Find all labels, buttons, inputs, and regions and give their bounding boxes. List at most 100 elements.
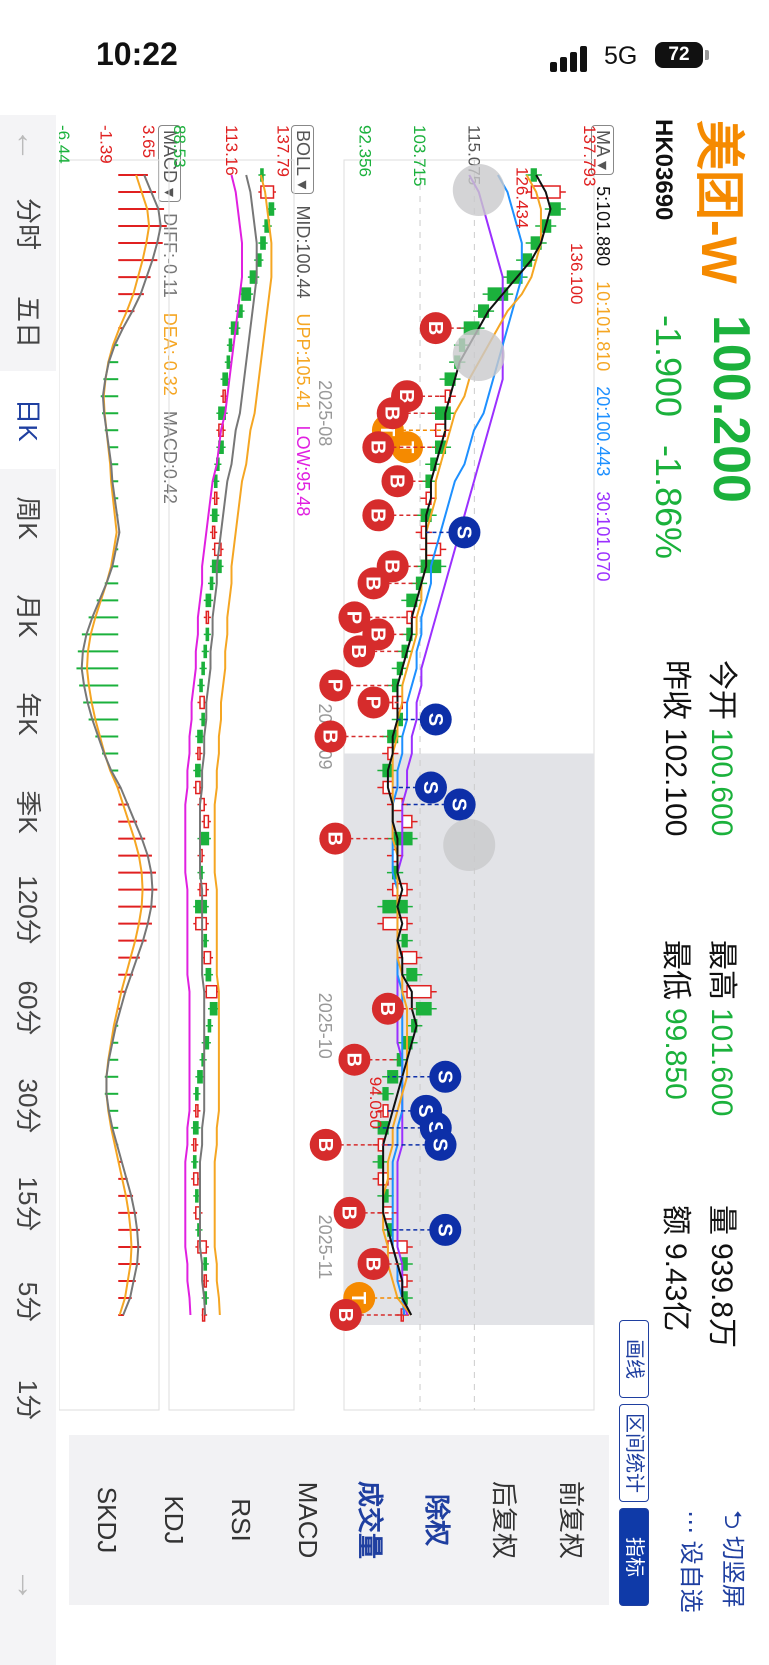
add-watchlist-button[interactable]: ⋯ 设自选 xyxy=(676,1510,711,1613)
signal-marker xyxy=(419,312,452,345)
period-tab-1[interactable]: 五日 xyxy=(13,295,43,348)
signal-marker xyxy=(343,635,376,668)
rotate-screen-button[interactable]: ⮌ 切竖屏 xyxy=(709,1510,753,1608)
boll-candle-body xyxy=(195,1189,199,1203)
price-candle-body xyxy=(549,202,561,216)
amount-label: 额 xyxy=(659,1205,692,1235)
price-candle-body xyxy=(382,1087,389,1101)
period-tab-11[interactable]: 5分 xyxy=(13,1281,43,1323)
status-time: 10:22 xyxy=(96,36,178,72)
signal-marker xyxy=(443,788,476,821)
period-tab-12[interactable]: 1分 xyxy=(13,1379,43,1421)
price-change-pct: -1.86% xyxy=(648,445,689,560)
price-ymax-label: 137.793 xyxy=(580,125,599,186)
boll-candle-body xyxy=(197,1070,203,1084)
period-tab-5[interactable]: 年K xyxy=(13,692,43,736)
boll-candle-body xyxy=(195,780,201,795)
indicators-button[interactable]: 指标 xyxy=(619,1508,649,1606)
period-tab-8[interactable]: 60分 xyxy=(13,980,43,1036)
signal-label: B xyxy=(323,831,345,845)
page-back-icon xyxy=(452,164,505,216)
signal-label: B xyxy=(381,559,403,573)
signal-icon xyxy=(550,46,587,72)
boll-candle-body xyxy=(205,984,218,999)
period-tab-0[interactable]: 分时 xyxy=(13,197,43,250)
menu-item-3[interactable]: 成交量 xyxy=(355,1480,385,1559)
price-candle-body xyxy=(425,542,442,557)
boll-candle-body xyxy=(205,627,210,642)
boll-candle-body xyxy=(205,593,212,608)
signal-label: B xyxy=(338,1206,360,1220)
signal-marker xyxy=(357,1247,390,1280)
price-candle-body xyxy=(382,916,408,931)
signal-label: B xyxy=(362,576,384,590)
high-annotation: 136.100 xyxy=(567,243,586,304)
signal-marker xyxy=(329,1299,362,1331)
more-icon: ⋯ xyxy=(677,1510,704,1534)
range-stats-button[interactable]: 区间统计 xyxy=(619,1404,649,1502)
period-tab-10[interactable]: 15分 xyxy=(13,1176,43,1232)
boll-candle-body xyxy=(199,695,205,710)
boll-candle-body xyxy=(199,678,203,693)
scroll-up-arrow[interactable]: ← xyxy=(9,128,47,162)
signal-label: S xyxy=(448,798,470,811)
price-candle-body xyxy=(406,967,418,982)
boll-candle-body xyxy=(203,933,208,948)
period-tab-3[interactable]: 周K xyxy=(13,496,43,540)
boll-candle-body xyxy=(205,610,210,625)
signal-marker xyxy=(319,669,352,702)
volume-stat: 量 939.8万 xyxy=(703,1205,747,1348)
menu-item-7[interactable]: SKDJ xyxy=(92,1486,122,1554)
boll-candle-body xyxy=(195,1087,199,1101)
boll-candle-body xyxy=(260,185,275,199)
boll-candle-body xyxy=(192,1155,197,1169)
boll-candle-body xyxy=(205,967,212,982)
menu-item-2[interactable]: 除权 xyxy=(422,1493,452,1546)
boll-ytick: 88.53 xyxy=(170,125,189,168)
period-tab-2[interactable]: 日K xyxy=(0,371,56,469)
boll-candle-body xyxy=(195,899,208,914)
open-label: 今开 xyxy=(705,660,738,720)
draw-line-button[interactable]: 画线 xyxy=(619,1320,649,1398)
signal-label: S xyxy=(429,1138,451,1151)
boll-candle-body xyxy=(209,576,214,591)
amount-value: 9.43亿 xyxy=(659,1243,692,1332)
period-tab-7[interactable]: 120分 xyxy=(13,875,43,945)
menu-item-6[interactable]: KDJ xyxy=(159,1495,189,1545)
period-tab-6[interactable]: 季K xyxy=(13,790,43,834)
price-candle-body xyxy=(401,950,418,965)
signal-marker xyxy=(381,465,414,498)
signal-marker xyxy=(424,1128,457,1161)
signal-label: B xyxy=(334,1308,356,1322)
period-tab-4[interactable]: 月K xyxy=(13,594,43,638)
menu-item-5[interactable]: RSI xyxy=(226,1498,256,1542)
signal-label: B xyxy=(347,644,369,658)
menu-item-0[interactable]: 前复权 xyxy=(556,1480,586,1559)
open-stat: 今开 100.600 xyxy=(703,660,747,836)
boll-candle-body xyxy=(207,1018,212,1033)
menu-item-4[interactable]: MACD xyxy=(293,1481,323,1559)
boll-candle-body xyxy=(203,814,210,829)
battery-icon: 72 xyxy=(655,42,703,68)
signal-label: B xyxy=(342,1053,364,1067)
signal-label: B xyxy=(366,508,388,522)
kline-chart[interactable]: 115.075103.71592.356137.7932025-082025-0… xyxy=(59,115,619,1425)
period-tab-9[interactable]: 30分 xyxy=(13,1078,43,1134)
boll-candle-body xyxy=(192,1138,197,1152)
price-candle-body xyxy=(530,168,537,182)
boll-candle-body xyxy=(203,644,208,659)
scroll-down-arrow[interactable]: → xyxy=(9,1568,47,1602)
boll-panel-frame xyxy=(168,159,295,1411)
boll-candle-body xyxy=(268,202,275,216)
boll-candle-body xyxy=(197,729,203,744)
boll-mid-line xyxy=(199,174,258,1316)
menu-item-1[interactable]: 后复权 xyxy=(489,1480,519,1559)
price-candle-body xyxy=(415,1001,432,1016)
signal-label: T xyxy=(395,441,417,453)
boll-candle-body xyxy=(213,491,218,506)
boll-candle-body xyxy=(241,287,252,301)
signal-marker xyxy=(376,397,409,430)
low-annotation: 94.050 xyxy=(366,1077,385,1129)
network-label: 5G xyxy=(604,42,638,70)
